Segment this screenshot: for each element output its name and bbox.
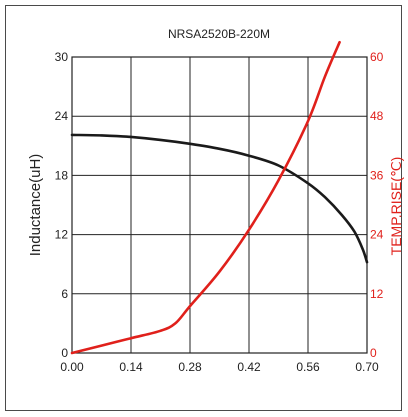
- left-tick-label: 18: [55, 168, 69, 182]
- right-tick-label: 12: [370, 287, 384, 301]
- x-axis-ticks: 0.00 0.14 0.28 0.42 0.56 0.70: [60, 360, 379, 374]
- plot-area-border: [71, 56, 368, 354]
- chart-title: NRSA2520B-220M: [168, 27, 270, 41]
- grid: [72, 57, 367, 353]
- series-layer: [70, 40, 369, 355]
- right-axis-ticks: 0 12 24 36 48 60: [370, 50, 384, 360]
- inductance-curve: [70, 133, 369, 264]
- left-tick-label: 24: [55, 109, 69, 123]
- temp-rise-curve: [70, 40, 341, 355]
- x-tick-label: 0.42: [237, 360, 261, 374]
- right-tick-label: 24: [370, 228, 384, 242]
- x-tick-label: 0.70: [355, 360, 379, 374]
- chart-frame: [5, 5, 402, 411]
- right-axis-label: TEMP.RISE(℃): [388, 157, 404, 256]
- left-tick-label: 30: [55, 50, 69, 64]
- x-tick-label: 0.00: [60, 360, 84, 374]
- left-axis-ticks: 0 6 12 18 24 30: [55, 50, 69, 360]
- right-tick-label: 48: [370, 109, 384, 123]
- x-tick-label: 0.28: [178, 360, 202, 374]
- right-tick-label: 60: [370, 50, 384, 64]
- left-tick-label: 6: [61, 287, 68, 301]
- left-axis-label: Inductance(uH): [27, 154, 44, 257]
- right-tick-label: 36: [370, 168, 384, 182]
- x-tick-label: 0.14: [119, 360, 143, 374]
- x-tick-label: 0.56: [296, 360, 320, 374]
- left-tick-label: 0: [61, 346, 68, 360]
- left-tick-label: 12: [55, 228, 69, 242]
- right-tick-label: 0: [370, 346, 377, 360]
